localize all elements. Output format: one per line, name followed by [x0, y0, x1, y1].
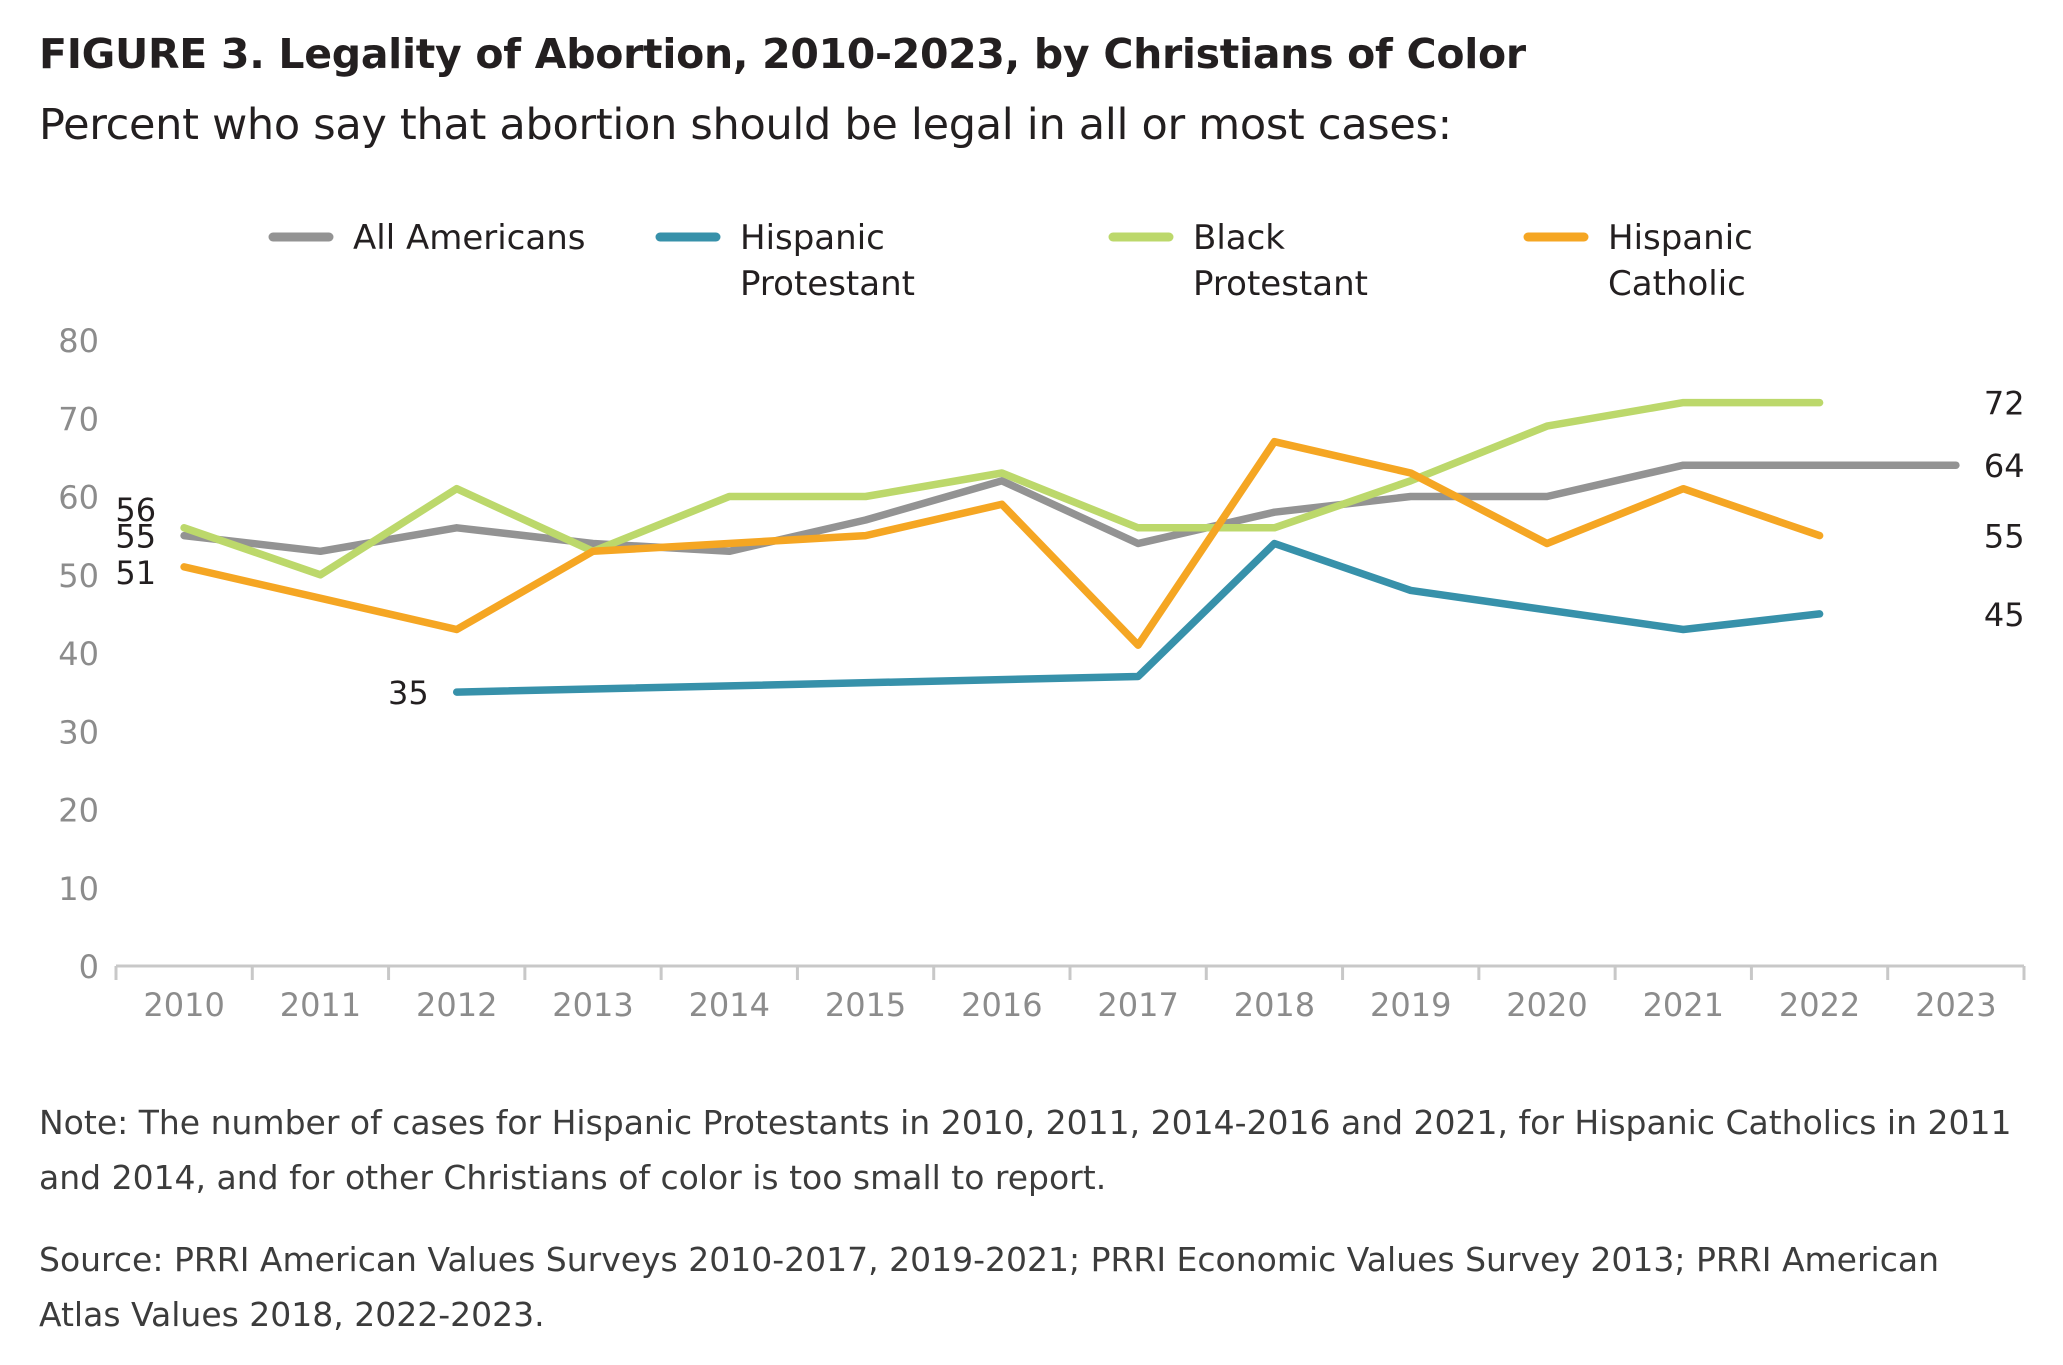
- data-label: 64: [1984, 447, 2025, 485]
- x-tick-label: 2015: [825, 986, 906, 1024]
- y-tick-label: 70: [58, 400, 99, 438]
- y-tick-label: 60: [58, 479, 99, 517]
- x-tick-label: 2010: [143, 986, 224, 1024]
- x-tick-label: 2023: [1915, 986, 1996, 1024]
- chart-source: Source: PRRI American Values Surveys 201…: [39, 1240, 1939, 1334]
- y-tick-label: 40: [58, 635, 99, 673]
- chart-title: FIGURE 3. Legality of Abortion, 2010-202…: [39, 30, 1526, 78]
- line-chart: 0 10 20 30 40 50 60 70 80 2010 2011 2012 2013 2014 201…: [58, 218, 2026, 1024]
- data-label: 72: [1984, 385, 2025, 423]
- x-tick-label: 2021: [1643, 986, 1724, 1024]
- y-tick-label: 0: [79, 948, 99, 986]
- data-label: 45: [1984, 596, 2025, 634]
- y-tick-label: 10: [58, 870, 99, 908]
- legend-label: Protestant: [740, 264, 915, 304]
- chart-note: Note: The number of cases for Hispanic P…: [39, 1103, 2012, 1197]
- legend-label: Hispanic: [740, 218, 885, 258]
- data-label: 35: [388, 674, 429, 712]
- x-tick-label: 2016: [961, 986, 1042, 1024]
- data-label: 55: [115, 518, 156, 556]
- y-tick-label: 80: [58, 322, 99, 360]
- x-tick-label: 2012: [416, 986, 497, 1024]
- series-line-hispanic-protestant: [452, 539, 1824, 696]
- x-tick-label: 2011: [280, 986, 361, 1024]
- legend-label: Protestant: [1193, 264, 1368, 304]
- x-tick-label: 2022: [1779, 986, 1860, 1024]
- chart-subtitle: Percent who say that abortion should be …: [39, 100, 1452, 150]
- x-tick-label: 2013: [552, 986, 633, 1024]
- x-tick-label: 2020: [1506, 986, 1587, 1024]
- x-tick-label: 2018: [1234, 986, 1315, 1024]
- y-tick-label: 50: [58, 557, 99, 595]
- x-tick-label: 2019: [1370, 986, 1451, 1024]
- legend-label: Black: [1193, 218, 1285, 258]
- x-tick-label: 2014: [689, 986, 770, 1024]
- data-label: 56: [115, 491, 156, 529]
- legend-label: All Americans: [353, 218, 585, 258]
- series-line-all-americans: [180, 461, 1960, 556]
- legend-label: Catholic: [1608, 264, 1746, 304]
- legend-label: Hispanic: [1608, 218, 1753, 258]
- x-tick-label: 2017: [1097, 986, 1178, 1024]
- y-tick-label: 20: [58, 792, 99, 830]
- data-label: 51: [115, 554, 156, 592]
- y-tick-label: 30: [58, 713, 99, 751]
- data-label: 55: [1984, 518, 2025, 556]
